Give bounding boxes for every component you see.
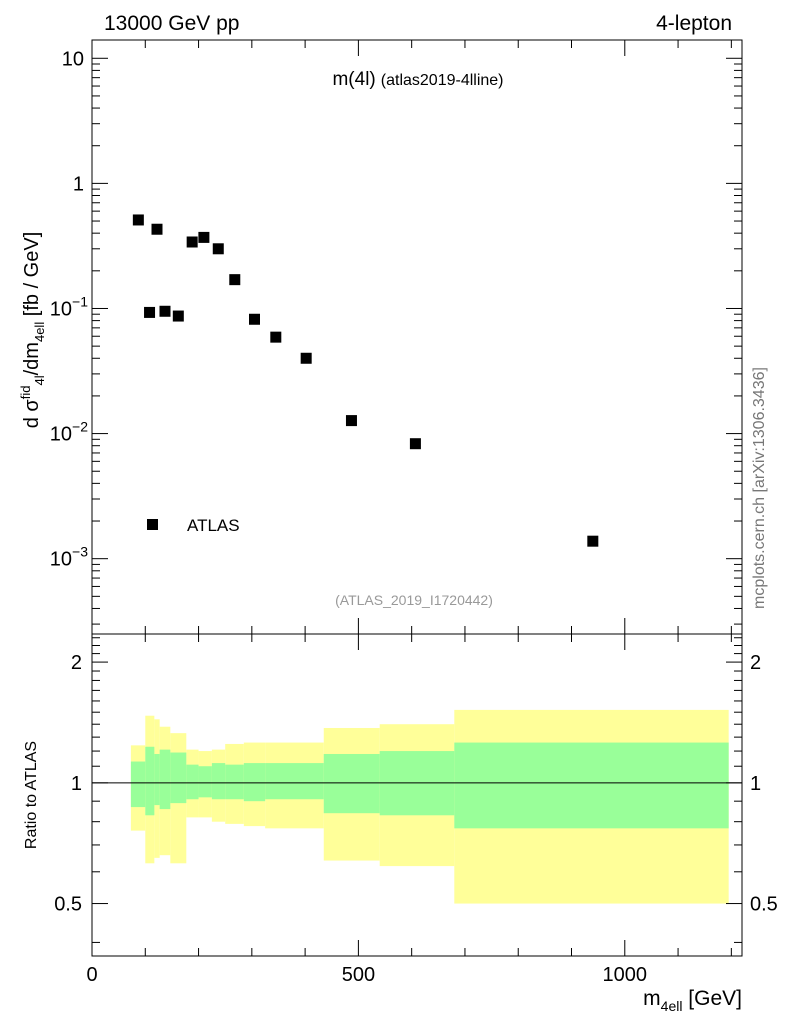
data-point xyxy=(212,243,224,255)
ratio-band-inner xyxy=(454,742,729,829)
xlabel-sub: 4ell xyxy=(661,998,683,1014)
ratio-band-inner xyxy=(154,753,160,806)
data-point xyxy=(270,331,282,343)
main-panel: m(4l) (atlas2019-4lline) (ATLAS_2019_I172… xyxy=(50,39,743,635)
main-y-tick-label: 1 xyxy=(73,173,84,195)
main-y-tick-label: 10−1 xyxy=(50,293,88,320)
ylabel-part-d: d σ xyxy=(21,399,43,429)
ratio-x-axis: 0 500 1000 xyxy=(86,634,732,986)
main-frame xyxy=(91,39,743,635)
ratio-band-inner xyxy=(159,749,171,810)
main-x-axis xyxy=(91,40,732,634)
ratio-y-tick-label: 0.5 xyxy=(54,894,82,916)
tick-label-base: 10 xyxy=(50,298,72,320)
x-tick-label: 500 xyxy=(342,964,375,986)
data-point xyxy=(159,305,171,317)
x-tick-label: 0 xyxy=(86,964,97,986)
xlabel-unit: [GeV] xyxy=(682,987,742,1010)
ratio-band-inner xyxy=(130,761,146,808)
ratio-bands xyxy=(130,709,729,904)
ratio-y-tick-label-right: 1 xyxy=(750,773,761,795)
ratio-y-tick-label: 1 xyxy=(71,773,82,795)
data-point xyxy=(186,236,198,248)
ratio-y-tick-label-right: 2 xyxy=(750,652,761,674)
beam-label: 13000 GeV pp xyxy=(104,12,239,35)
ratio-y-tick-label: 2 xyxy=(71,652,82,674)
main-y-tick-label: 10−3 xyxy=(50,544,88,571)
plot-title: m(4l) (atlas2019-4lline) xyxy=(332,69,503,90)
data-point xyxy=(249,313,260,325)
process-label: 4-lepton xyxy=(656,12,732,35)
ylabel-part-fid: fid xyxy=(18,386,33,400)
main-y-tick-label: 10 xyxy=(62,48,84,70)
tick-label-base: 10 xyxy=(50,424,72,446)
ratio-y-axis-label: Ratio to ATLAS xyxy=(23,741,40,849)
ratio-y-axis: 0.5 0.5 1 1 2 2 xyxy=(54,637,778,943)
tick-label-base: 1 xyxy=(73,173,84,195)
plot-title-main: m(4l) xyxy=(332,69,375,90)
data-point xyxy=(151,223,163,235)
data-point xyxy=(587,535,599,547)
ratio-band-inner xyxy=(243,763,266,802)
ylabel-part-4ell: 4ell xyxy=(32,322,47,342)
ratio-band-inner xyxy=(145,746,155,816)
data-point xyxy=(144,306,156,318)
ratio-band-inner xyxy=(225,764,244,800)
main-y-axis-label: d σfid4l/dm4ell [fb / GeV] xyxy=(18,232,47,429)
data-point xyxy=(172,310,184,322)
tick-label-exponent: −3 xyxy=(72,544,88,560)
data-points xyxy=(132,214,599,547)
legend-label-atlas: ATLAS xyxy=(187,516,240,535)
ratio-y-tick-label-right: 0.5 xyxy=(750,894,778,916)
ylabel-part-unit: [fb / GeV] xyxy=(21,232,43,322)
plot-title-sub: (atlas2019-4lline) xyxy=(381,72,504,89)
tick-label-exponent: −2 xyxy=(72,419,88,435)
x-axis-label: m4ell [GeV] xyxy=(643,987,742,1014)
data-point xyxy=(345,415,357,427)
ylabel-part-4l: 4l xyxy=(32,375,47,385)
source-label: mcplots.cern.ch [arXiv:1306.3436] xyxy=(751,367,768,609)
ratio-band-inner xyxy=(323,753,380,814)
xlabel-base: m xyxy=(643,987,661,1010)
data-point xyxy=(198,231,210,243)
ratio-panel: 0.5 0.5 1 1 2 2 0 500 1000 xyxy=(54,633,778,986)
data-point xyxy=(229,274,241,286)
ratio-band-inner xyxy=(211,763,226,800)
tick-label-exponent: −1 xyxy=(72,293,88,309)
ratio-band-inner xyxy=(170,752,187,804)
main-y-tick-label: 10−2 xyxy=(50,419,88,446)
ratio-band-inner xyxy=(186,764,199,800)
ylabel-part-dm: /dm xyxy=(21,342,43,375)
ratio-band-inner xyxy=(265,763,324,800)
ratio-band-inner xyxy=(198,766,212,798)
tick-label-base: 10 xyxy=(62,48,84,70)
data-point xyxy=(409,438,421,450)
data-point xyxy=(300,352,312,364)
tick-label-base: 10 xyxy=(50,549,72,571)
legend-marker-atlas xyxy=(147,519,158,530)
analysis-label: (ATLAS_2019_I1720442) xyxy=(335,592,493,608)
x-tick-label: 1000 xyxy=(603,964,648,986)
ratio-frame xyxy=(91,633,743,957)
data-point xyxy=(132,214,144,226)
